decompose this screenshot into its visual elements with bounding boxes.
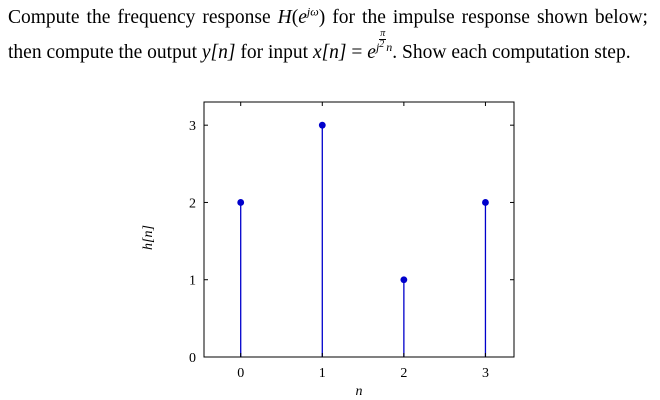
problem-text-4: . Show each computation step.	[392, 42, 631, 63]
y-tick-label-1: 1	[189, 274, 196, 289]
x-tick-label-0: 0	[237, 366, 244, 381]
problem-text-2: for the impulse response shown below; th…	[8, 7, 648, 63]
problem-text-1: Compute the frequency response	[8, 7, 278, 28]
stem-marker-2	[400, 276, 408, 284]
x-axis-label: n	[356, 384, 363, 399]
y-axis-label: h[n]	[141, 225, 156, 250]
math-y-n: y[n]	[201, 42, 236, 63]
x-tick-label-2: 2	[400, 366, 407, 381]
stem-marker-3	[482, 199, 489, 206]
math-rparen: )	[318, 7, 326, 28]
stem-marker-0	[237, 199, 245, 206]
y-tick-label-3: 3	[189, 119, 196, 134]
y-tick-label-0: 0	[189, 351, 196, 366]
stems-layer	[237, 121, 489, 357]
math-lparen: (	[291, 7, 299, 28]
x-tick-label-3: 3	[482, 366, 489, 381]
math-exponent-jw: jω	[306, 4, 319, 19]
plot-frame	[203, 101, 515, 358]
ticks-layer	[204, 102, 514, 358]
math-e-input: ej π 2 n	[367, 28, 393, 64]
stem-marker-1	[318, 121, 326, 129]
math-equals: =	[346, 42, 368, 63]
tick-labels-layer: 0 1 2 3 0 1 2 3	[189, 119, 489, 381]
problem-text-3: for input	[235, 42, 313, 63]
math-H: H	[277, 7, 292, 28]
math-x-n: x[n]	[312, 42, 347, 63]
math-e-jw: ejω	[298, 4, 319, 29]
x-tick-label-1: 1	[319, 366, 326, 381]
y-tick-label-2: 2	[189, 196, 196, 211]
problem-statement: Compute the frequency response H(ejω) fo…	[8, 6, 648, 64]
